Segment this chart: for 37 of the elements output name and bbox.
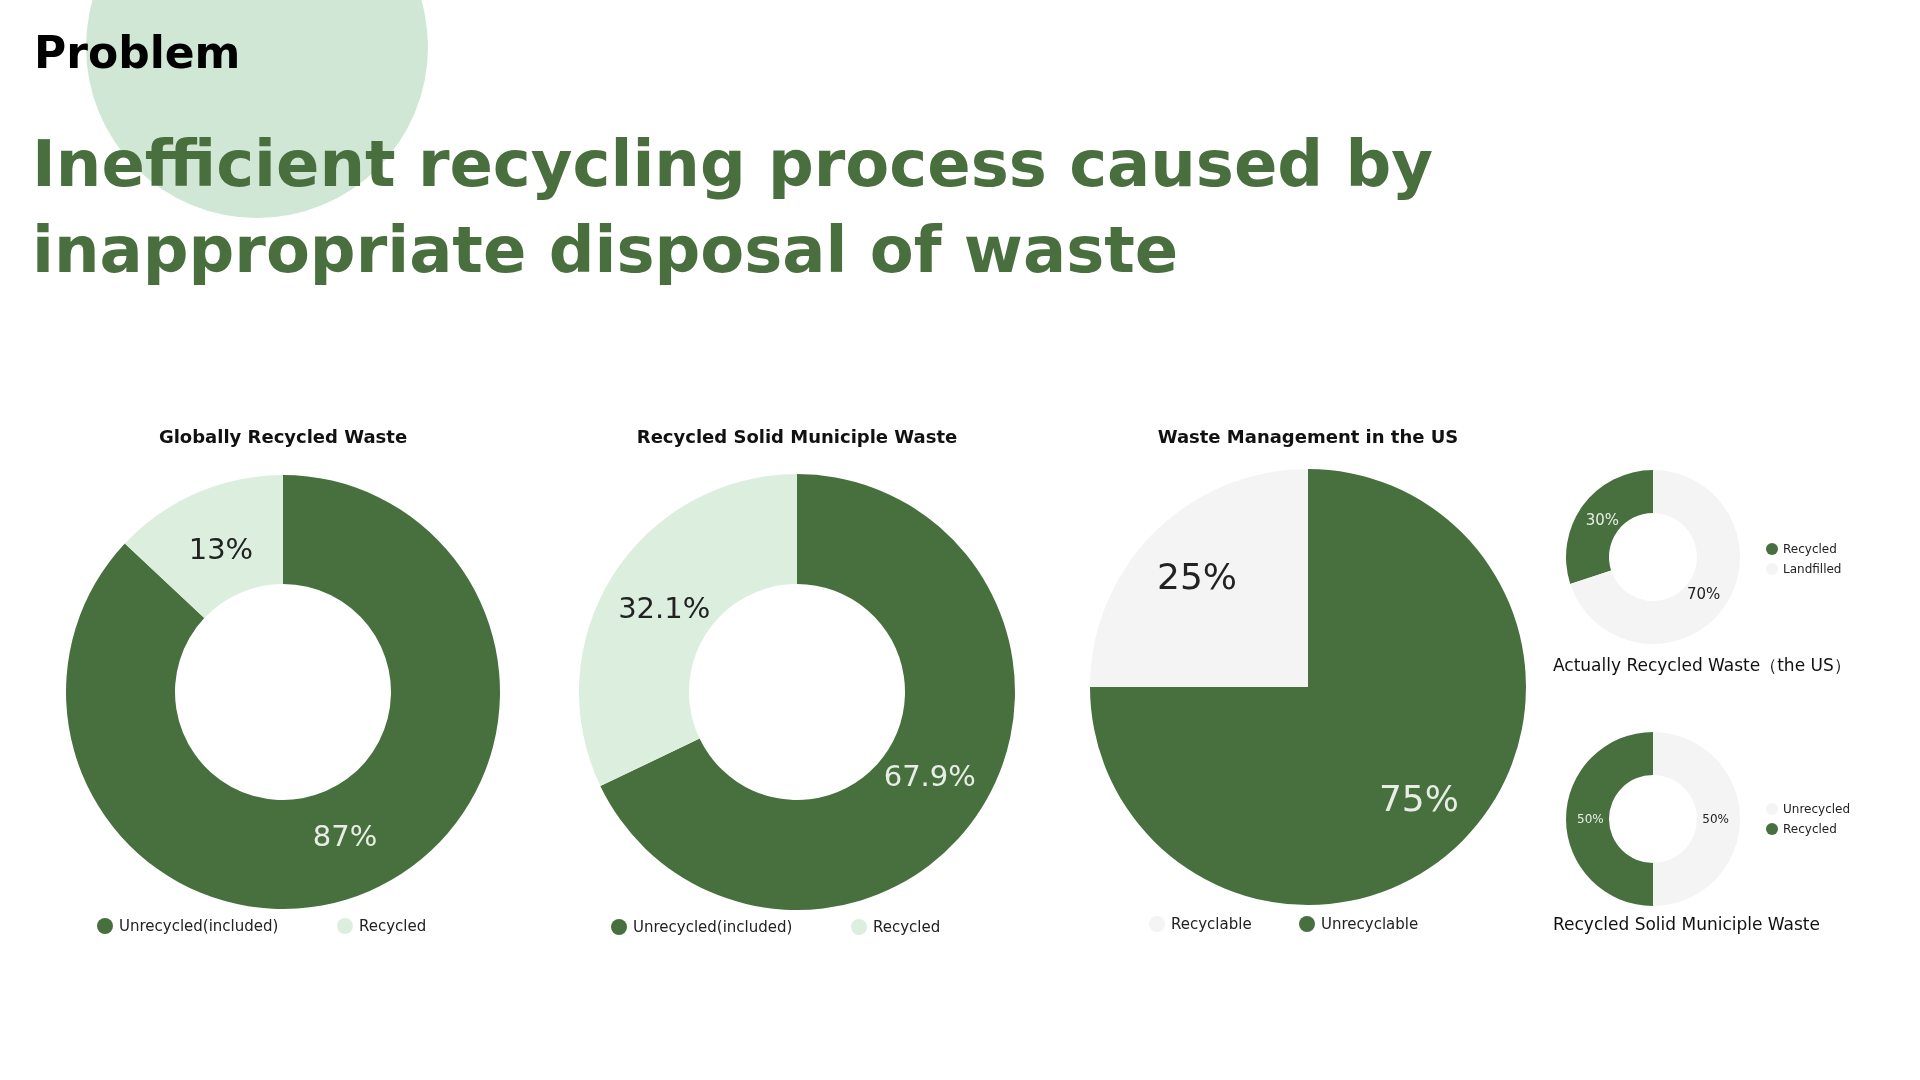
legend-label: Unrecycled(included) — [119, 917, 279, 936]
text: Problem — [34, 27, 241, 78]
legend-label: Recycled — [1783, 542, 1837, 557]
pie-slice — [1090, 469, 1308, 687]
text: Actually Recycled Waste（the US） — [1553, 655, 1851, 675]
text: Inefficient recycling process caused by inappropriate disposal of waste — [32, 127, 1433, 287]
donut-slice — [600, 474, 1015, 910]
pie-slice — [1090, 469, 1526, 905]
text: Recycled Solid Municiple Waste — [1553, 914, 1820, 934]
legend-label: Unrecycled — [1783, 802, 1851, 817]
chart-title: Waste Management in the US — [1157, 426, 1459, 447]
donut-slice — [66, 475, 500, 909]
data-label: 50% — [1702, 812, 1729, 827]
data-label: 25% — [1157, 555, 1238, 597]
data-label: 70% — [1687, 585, 1721, 604]
data-label: 50% — [1577, 812, 1604, 827]
legend-label: Unrecyclable — [1321, 915, 1419, 934]
data-label: 67.9% — [883, 758, 976, 793]
legend-label: Recycled — [359, 917, 427, 936]
donut-slice — [1570, 470, 1740, 644]
data-label: 32.1% — [618, 591, 711, 626]
data-label: 13% — [188, 531, 254, 566]
donut-slice — [124, 475, 283, 619]
legend-label: Recyclable — [1171, 915, 1252, 934]
data-label: 75% — [1378, 777, 1459, 819]
legend-label: Unrecycled(included) — [633, 918, 793, 937]
donut-slice — [1653, 732, 1740, 906]
donut-slice — [1566, 470, 1653, 584]
legend-label: Landfilled — [1783, 562, 1842, 577]
donut-slice — [579, 474, 797, 787]
chart-title: Recycled Solid Municiple Waste — [636, 426, 958, 447]
data-label: 87% — [312, 818, 378, 853]
legend-label: Recycled — [873, 918, 941, 937]
chart-title: Globally Recycled Waste — [158, 426, 408, 447]
donut-slice — [1566, 732, 1653, 906]
legend-label: Recycled — [1783, 822, 1837, 837]
data-label: 30% — [1585, 511, 1619, 530]
